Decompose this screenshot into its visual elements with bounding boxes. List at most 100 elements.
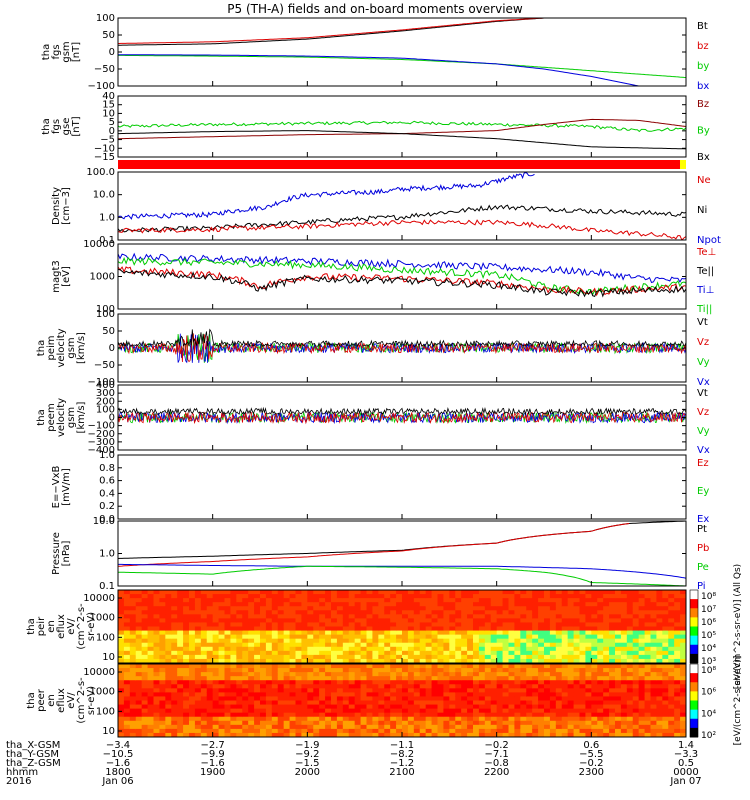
y-axis-label: tha bbox=[36, 340, 47, 356]
status-bar-end bbox=[680, 160, 686, 169]
colorbar-tick-label: 10³ bbox=[701, 657, 716, 667]
panel-1: 100 50 0 −50 −100 Bt bz by bx tha fgs gsm [nT] bbox=[41, 13, 709, 92]
y-axis-label: sr-eV) bbox=[86, 686, 97, 715]
x-axis-value: 1800 bbox=[105, 767, 130, 778]
x-axis-value: 2300 bbox=[579, 767, 604, 778]
colorbar-segment bbox=[690, 644, 698, 655]
panel-7: 1.0 0.8 0.60.4 0.2 0.0 Ez Ey Ex E=−VxB [mV/m] bbox=[51, 450, 709, 525]
y-axis-label: eflux bbox=[56, 688, 67, 713]
y-tick-label: −50 bbox=[94, 64, 115, 75]
legend-label: Bt bbox=[697, 21, 708, 32]
x-axis-value: −7.1 bbox=[485, 749, 509, 760]
y-tick-label: 50 bbox=[102, 326, 115, 337]
colorbar-segment bbox=[690, 664, 698, 674]
x-axis-value: −9.9 bbox=[201, 749, 225, 760]
colorbar-segment bbox=[690, 718, 698, 729]
x-axis-value: −0.2 bbox=[579, 758, 603, 769]
colorbar bbox=[689, 663, 699, 738]
legend-label: Vy bbox=[697, 357, 710, 368]
panel-6: 4003002001000−100−200−300−400VtVzVyVxtha… bbox=[36, 380, 710, 456]
y-tick-label: 1000 bbox=[90, 687, 115, 698]
y-axis-label: eflux bbox=[56, 614, 67, 639]
y-axis-label: peim bbox=[46, 335, 57, 360]
y-axis-label: Density bbox=[51, 187, 62, 225]
colorbar-segment bbox=[690, 700, 698, 711]
y-axis-label: en bbox=[46, 694, 57, 707]
legend-label: Ne bbox=[697, 175, 711, 186]
colorbar-tick-label: 10⁵ bbox=[701, 631, 716, 641]
colorbar-segment bbox=[690, 709, 698, 720]
y-tick-label: 0 bbox=[109, 126, 115, 137]
series-line bbox=[118, 563, 686, 579]
legend-label: Vx bbox=[697, 445, 710, 456]
y-axis-label: peer bbox=[36, 688, 47, 712]
y-tick-label: 40 bbox=[102, 91, 115, 102]
y-axis-label: fgs bbox=[51, 44, 62, 59]
panel-9: 10⁸ 10⁷ 10⁶ 10⁵ 10⁴ 10³ [eV/(cm^2-s-sr-eV)] (A… bbox=[26, 564, 743, 689]
series-group bbox=[118, 406, 686, 425]
series-line bbox=[118, 18, 545, 44]
y-axis-label: gsm bbox=[66, 337, 77, 358]
x-axis-value: −3.3 bbox=[674, 749, 698, 760]
x-axis-value: 0.5 bbox=[678, 758, 694, 769]
y-axis-label: [nT] bbox=[71, 42, 82, 62]
x-axis-value: Jan 07 bbox=[669, 776, 701, 787]
y-axis-label: tha bbox=[26, 692, 37, 708]
colorbar-segment bbox=[690, 727, 698, 738]
series-line bbox=[118, 120, 686, 133]
series-group bbox=[118, 118, 686, 150]
y-tick-label: 100 bbox=[96, 304, 115, 315]
y-tick-label: 1.0 bbox=[99, 549, 115, 560]
series-line bbox=[118, 269, 686, 298]
x-axis-value: 1900 bbox=[200, 767, 225, 778]
series-line bbox=[118, 130, 686, 150]
y-tick-label: 0.8 bbox=[99, 463, 115, 474]
x-axis-value: −1.9 bbox=[295, 740, 319, 751]
x-axis-value: −9.2 bbox=[295, 749, 319, 760]
panel-3: 100.0 10.0 1.0 0.1 Ne Ni Npot Density [cm−3] bbox=[51, 167, 721, 246]
series-line bbox=[118, 219, 686, 240]
legend-label: Te⊥ bbox=[696, 247, 716, 258]
x-axis-value: 0000 bbox=[673, 767, 698, 778]
y-axis-label: magt3 bbox=[51, 260, 62, 293]
legend-label: bx bbox=[697, 81, 709, 92]
legend-label: Bz bbox=[697, 99, 709, 110]
panel-frame bbox=[117, 95, 687, 158]
panel-frame bbox=[117, 454, 687, 520]
y-tick-label: −200 bbox=[88, 429, 115, 440]
legend-label: Bx bbox=[697, 152, 710, 163]
x-axis-value: 2100 bbox=[389, 767, 414, 778]
x-axis-value: −0.8 bbox=[485, 758, 509, 769]
y-axis-label: gse bbox=[61, 118, 72, 136]
y-axis-label: tha bbox=[41, 118, 52, 134]
x-axis-value: 2000 bbox=[295, 767, 320, 778]
series-group bbox=[118, 18, 686, 86]
colorbar-segment bbox=[690, 608, 698, 618]
y-tick-label: 400 bbox=[96, 380, 115, 391]
y-axis-label: peir bbox=[36, 616, 47, 636]
series-line bbox=[118, 406, 686, 416]
y-axis-label: [km/s] bbox=[76, 332, 87, 364]
series-group bbox=[118, 328, 686, 364]
legend-label: bz bbox=[697, 41, 709, 52]
y-tick-label: 0.2 bbox=[99, 501, 115, 512]
series-line bbox=[118, 523, 630, 567]
y-axis-label: peem bbox=[46, 403, 57, 431]
legend-label: Ey bbox=[697, 486, 709, 497]
series-line bbox=[118, 18, 545, 46]
y-tick-label: −100 bbox=[88, 377, 115, 388]
y-axis-label: (cm^2-s- bbox=[76, 603, 87, 650]
legend-label: Pb bbox=[697, 543, 709, 554]
y-tick-label: 1.0 bbox=[99, 212, 115, 223]
colorbar-segment bbox=[690, 626, 698, 637]
x-axis-value: −0.2 bbox=[485, 740, 509, 751]
legend-label: Pi bbox=[697, 581, 706, 592]
chart-title: P5 (TH-A) fields and on-board moments ov… bbox=[227, 2, 523, 16]
y-axis-label: [cm−3] bbox=[61, 187, 72, 225]
y-tick-label: 1000 bbox=[90, 272, 115, 283]
y-axis-label: en bbox=[46, 620, 57, 633]
x-axis-value: −1.1 bbox=[390, 740, 414, 751]
x-axis-value: −1.6 bbox=[201, 758, 225, 769]
x-axis-value: −2.7 bbox=[201, 740, 225, 751]
x-axis-value: Jan 06 bbox=[101, 776, 133, 787]
